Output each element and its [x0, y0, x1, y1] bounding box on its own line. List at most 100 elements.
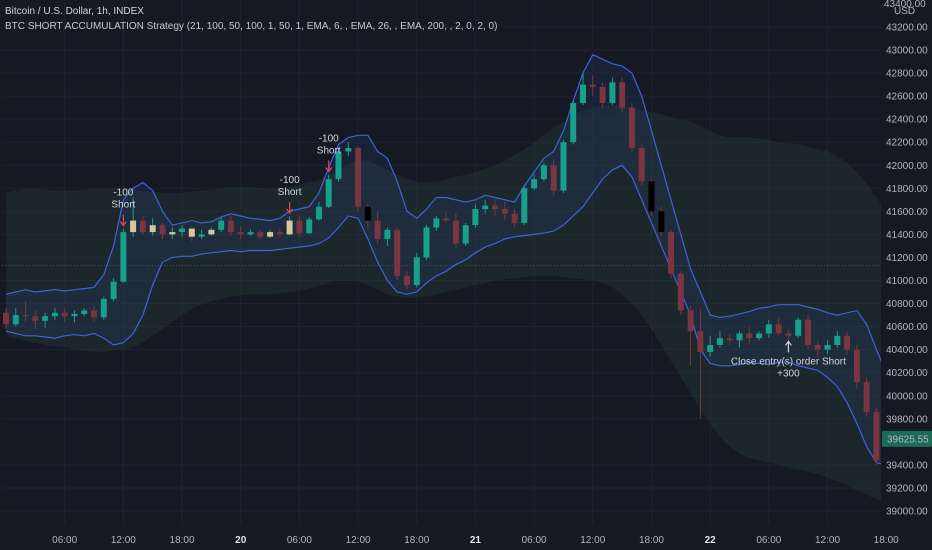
candle-body: [746, 333, 753, 339]
candle: [716, 331, 723, 348]
candle-body: [638, 148, 645, 182]
time-tick-label: 12:00: [580, 535, 605, 546]
candle-body: [22, 315, 29, 317]
candle: [267, 229, 274, 238]
last-price-badge: [882, 430, 932, 447]
candle: [71, 310, 78, 322]
candle-body: [531, 179, 538, 189]
candle: [570, 100, 577, 145]
short-arrow: [286, 201, 294, 214]
candle: [276, 228, 283, 237]
candle-body: [12, 315, 19, 325]
candle: [511, 209, 518, 228]
price-tick-label: 41200.00: [886, 253, 928, 264]
price-tick-label: 39200.00: [886, 483, 928, 494]
price-tick-label: 40400.00: [886, 345, 928, 356]
candle: [130, 197, 137, 237]
candle-body: [824, 345, 831, 350]
candle-body: [863, 381, 870, 412]
candle: [531, 174, 538, 191]
candle: [247, 229, 254, 236]
candle-body: [726, 338, 733, 341]
candle: [22, 301, 29, 322]
candle: [658, 206, 665, 237]
candle-body: [130, 220, 137, 233]
time-tick-label: 18:00: [404, 535, 429, 546]
price-tick-label: 39000.00: [886, 507, 928, 518]
candle-body: [296, 220, 303, 234]
price-tick-label: 39400.00: [886, 460, 928, 471]
candle-body: [834, 335, 841, 345]
time-tick-label: 12:00: [346, 535, 371, 546]
candle-body: [51, 312, 58, 317]
candle-body: [227, 220, 234, 233]
candle: [873, 407, 880, 465]
candle-body: [159, 225, 166, 235]
candle-body: [805, 319, 811, 346]
candlestick-series: [3, 73, 929, 488]
candle: [306, 217, 313, 235]
candle: [795, 317, 802, 339]
candle-body: [188, 228, 195, 237]
lower-band-line: [5, 164, 932, 467]
price-tick-label: 40600.00: [886, 322, 928, 333]
candle-body: [384, 229, 391, 239]
candle-body: [335, 151, 342, 180]
candle-body: [218, 220, 225, 230]
candle: [139, 215, 146, 235]
candle-body: [325, 179, 332, 207]
candle: [3, 308, 9, 329]
candle: [707, 335, 714, 357]
candle: [687, 305, 694, 366]
candle: [169, 227, 176, 240]
time-tick-label: 06:00: [756, 535, 781, 546]
candle: [472, 204, 479, 228]
candle-body: [257, 232, 264, 237]
currency-label: USD: [894, 6, 915, 17]
candle-body: [394, 229, 401, 276]
time-axis[interactable]: 06:00 12:00 18:00 20 06:00 12:00 18:00 21 06:00 1…: [52, 535, 899, 546]
price-tick-label: 43000.00: [886, 46, 928, 57]
candle: [110, 278, 117, 302]
candle-body: [648, 181, 655, 212]
candle: [296, 215, 303, 237]
candle-body: [374, 220, 381, 239]
candle-body: [286, 220, 293, 235]
indicator-legend[interactable]: BTC SHORT ACCUMULATION Strategy (21, 100…: [5, 21, 498, 32]
candle-body: [560, 142, 567, 191]
candle-body: [756, 333, 763, 339]
candle-body: [580, 84, 586, 103]
candle-body: [179, 228, 185, 233]
candle-body: [687, 310, 694, 332]
candle: [188, 226, 195, 242]
candle-body: [765, 324, 772, 334]
close-qty-label: +300: [777, 368, 800, 379]
candle-body: [452, 220, 459, 244]
candle: [404, 271, 410, 290]
candle-body: [472, 209, 479, 226]
candle-body: [707, 345, 714, 352]
price-axis-bg: [881, 0, 932, 550]
time-tick-label: 18:00: [874, 535, 899, 546]
candle: [844, 331, 851, 355]
time-tick-label: 22: [705, 535, 717, 546]
candle-body: [550, 165, 557, 191]
candle: [638, 144, 645, 186]
candle: [668, 229, 674, 279]
candle-body: [697, 331, 704, 352]
candle: [413, 252, 420, 288]
candle-body: [71, 313, 78, 317]
candle: [443, 211, 450, 223]
close-label: Close entry(s) order Short: [731, 356, 846, 367]
time-tick-label: 12:00: [111, 535, 136, 546]
candle-body: [276, 232, 283, 235]
candle: [433, 215, 440, 231]
candle: [853, 345, 860, 389]
candle: [814, 340, 821, 357]
candle-body: [462, 225, 469, 244]
candle-body: [91, 310, 97, 318]
price-tick-label: 42200.00: [886, 138, 928, 149]
